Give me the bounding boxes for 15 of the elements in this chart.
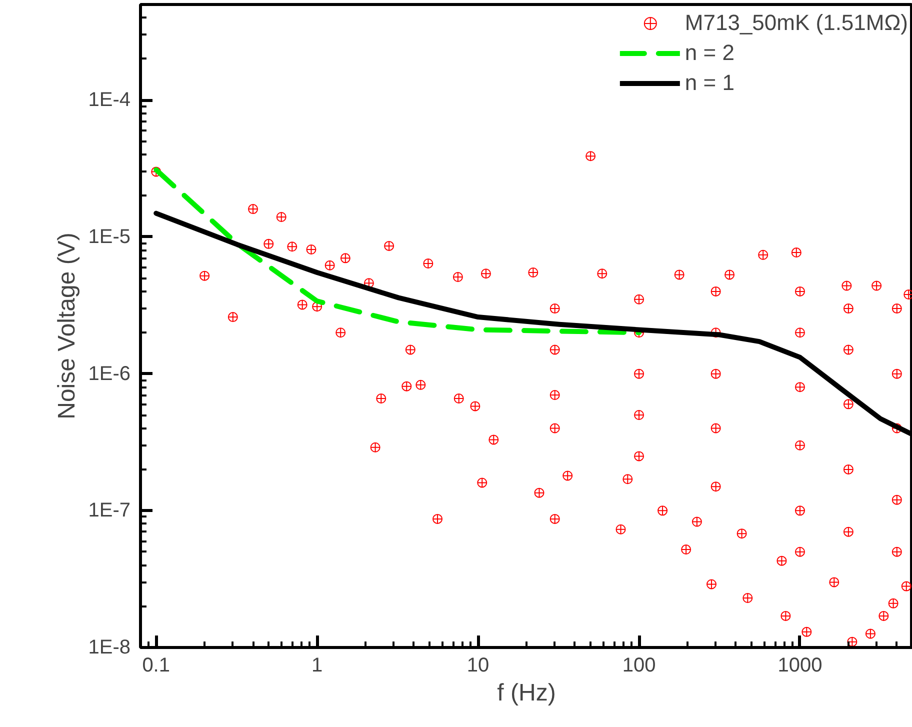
x-tick-label: 100 [622,654,656,676]
x-tick-label: 1 [312,654,323,676]
legend-label: M713_50mK (1.51MΩ) [684,10,908,36]
y-axis-title: Noise Voltage (V) [53,232,80,420]
y-tick-label: 1E-7 [88,500,131,522]
x-axis-title: f (Hz) [497,680,556,706]
y-tick-label: 1E-8 [88,636,131,658]
y-tick-label: 1E-5 [88,226,131,248]
legend-label: n = 1 [684,70,734,96]
x-tick-label: 1000 [778,654,822,676]
x-tick-label: 0.1 [142,654,170,676]
x-tick-label: 10 [466,654,490,676]
y-tick-label: 1E-4 [88,89,131,112]
y-tick-label: 1E-6 [88,362,131,385]
legend-label: n = 2 [684,40,734,66]
